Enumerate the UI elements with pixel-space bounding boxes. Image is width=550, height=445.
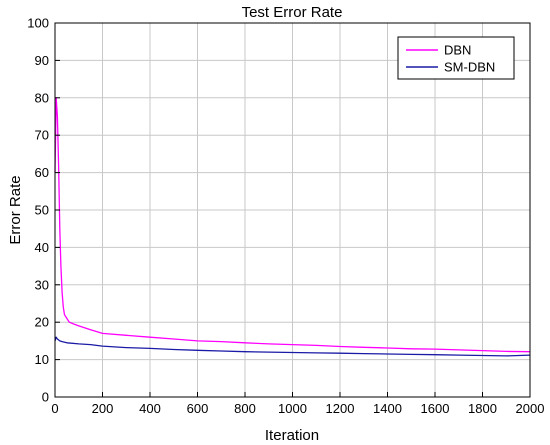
legend-label: DBN <box>444 43 471 58</box>
series-layer <box>54 97 531 357</box>
y-tick-label: 90 <box>35 53 49 68</box>
y-axis-title: Error Rate <box>7 175 24 244</box>
y-tick-label: 10 <box>35 352 49 367</box>
x-tick-label: 1600 <box>421 401 450 416</box>
y-tick-label: 30 <box>35 277 49 292</box>
series-line-dbn <box>54 97 531 353</box>
y-tick-label: 0 <box>42 390 49 405</box>
y-tick-label: 20 <box>35 315 49 330</box>
x-tick-label: 1800 <box>468 401 497 416</box>
x-tick-label: 0 <box>51 401 58 416</box>
y-tick-label: 100 <box>27 16 49 31</box>
chart-title: Test Error Rate <box>242 4 343 21</box>
x-axis-title: Iteration <box>265 427 319 444</box>
x-tick-label: 2000 <box>516 401 545 416</box>
x-axis: 0 200 400 600 800 1000 1200 1400 1600 1800 2000 <box>51 392 544 416</box>
grid-lines <box>55 23 530 397</box>
y-tick-label: 40 <box>35 240 49 255</box>
x-tick-label: 400 <box>139 401 161 416</box>
legend-box <box>397 36 515 80</box>
x-tick-label: 600 <box>187 401 209 416</box>
x-tick-label: 1200 <box>326 401 355 416</box>
y-tick-label: 60 <box>35 165 49 180</box>
x-tick-label: 800 <box>234 401 256 416</box>
x-tick-label: 200 <box>92 401 114 416</box>
x-tick-label: 1000 <box>278 401 307 416</box>
series-line-sm-dbn <box>54 336 531 357</box>
y-tick-label: 50 <box>35 203 49 218</box>
y-axis: 0 10 20 30 40 50 60 70 80 90 100 <box>27 16 60 405</box>
legend: DBN SM-DBN <box>397 36 515 80</box>
y-tick-label: 80 <box>35 90 49 105</box>
y-tick-label: 70 <box>35 128 49 143</box>
x-tick-label: 1400 <box>373 401 402 416</box>
legend-label: SM-DBN <box>444 60 495 75</box>
